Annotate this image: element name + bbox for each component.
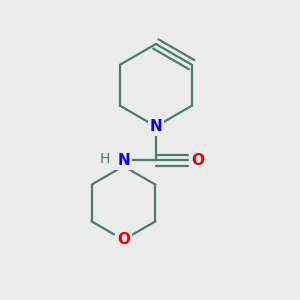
Text: H: H [100, 152, 110, 166]
Text: O: O [117, 232, 130, 247]
Text: O: O [191, 153, 204, 168]
Text: N: N [149, 119, 162, 134]
Text: N: N [117, 153, 130, 168]
